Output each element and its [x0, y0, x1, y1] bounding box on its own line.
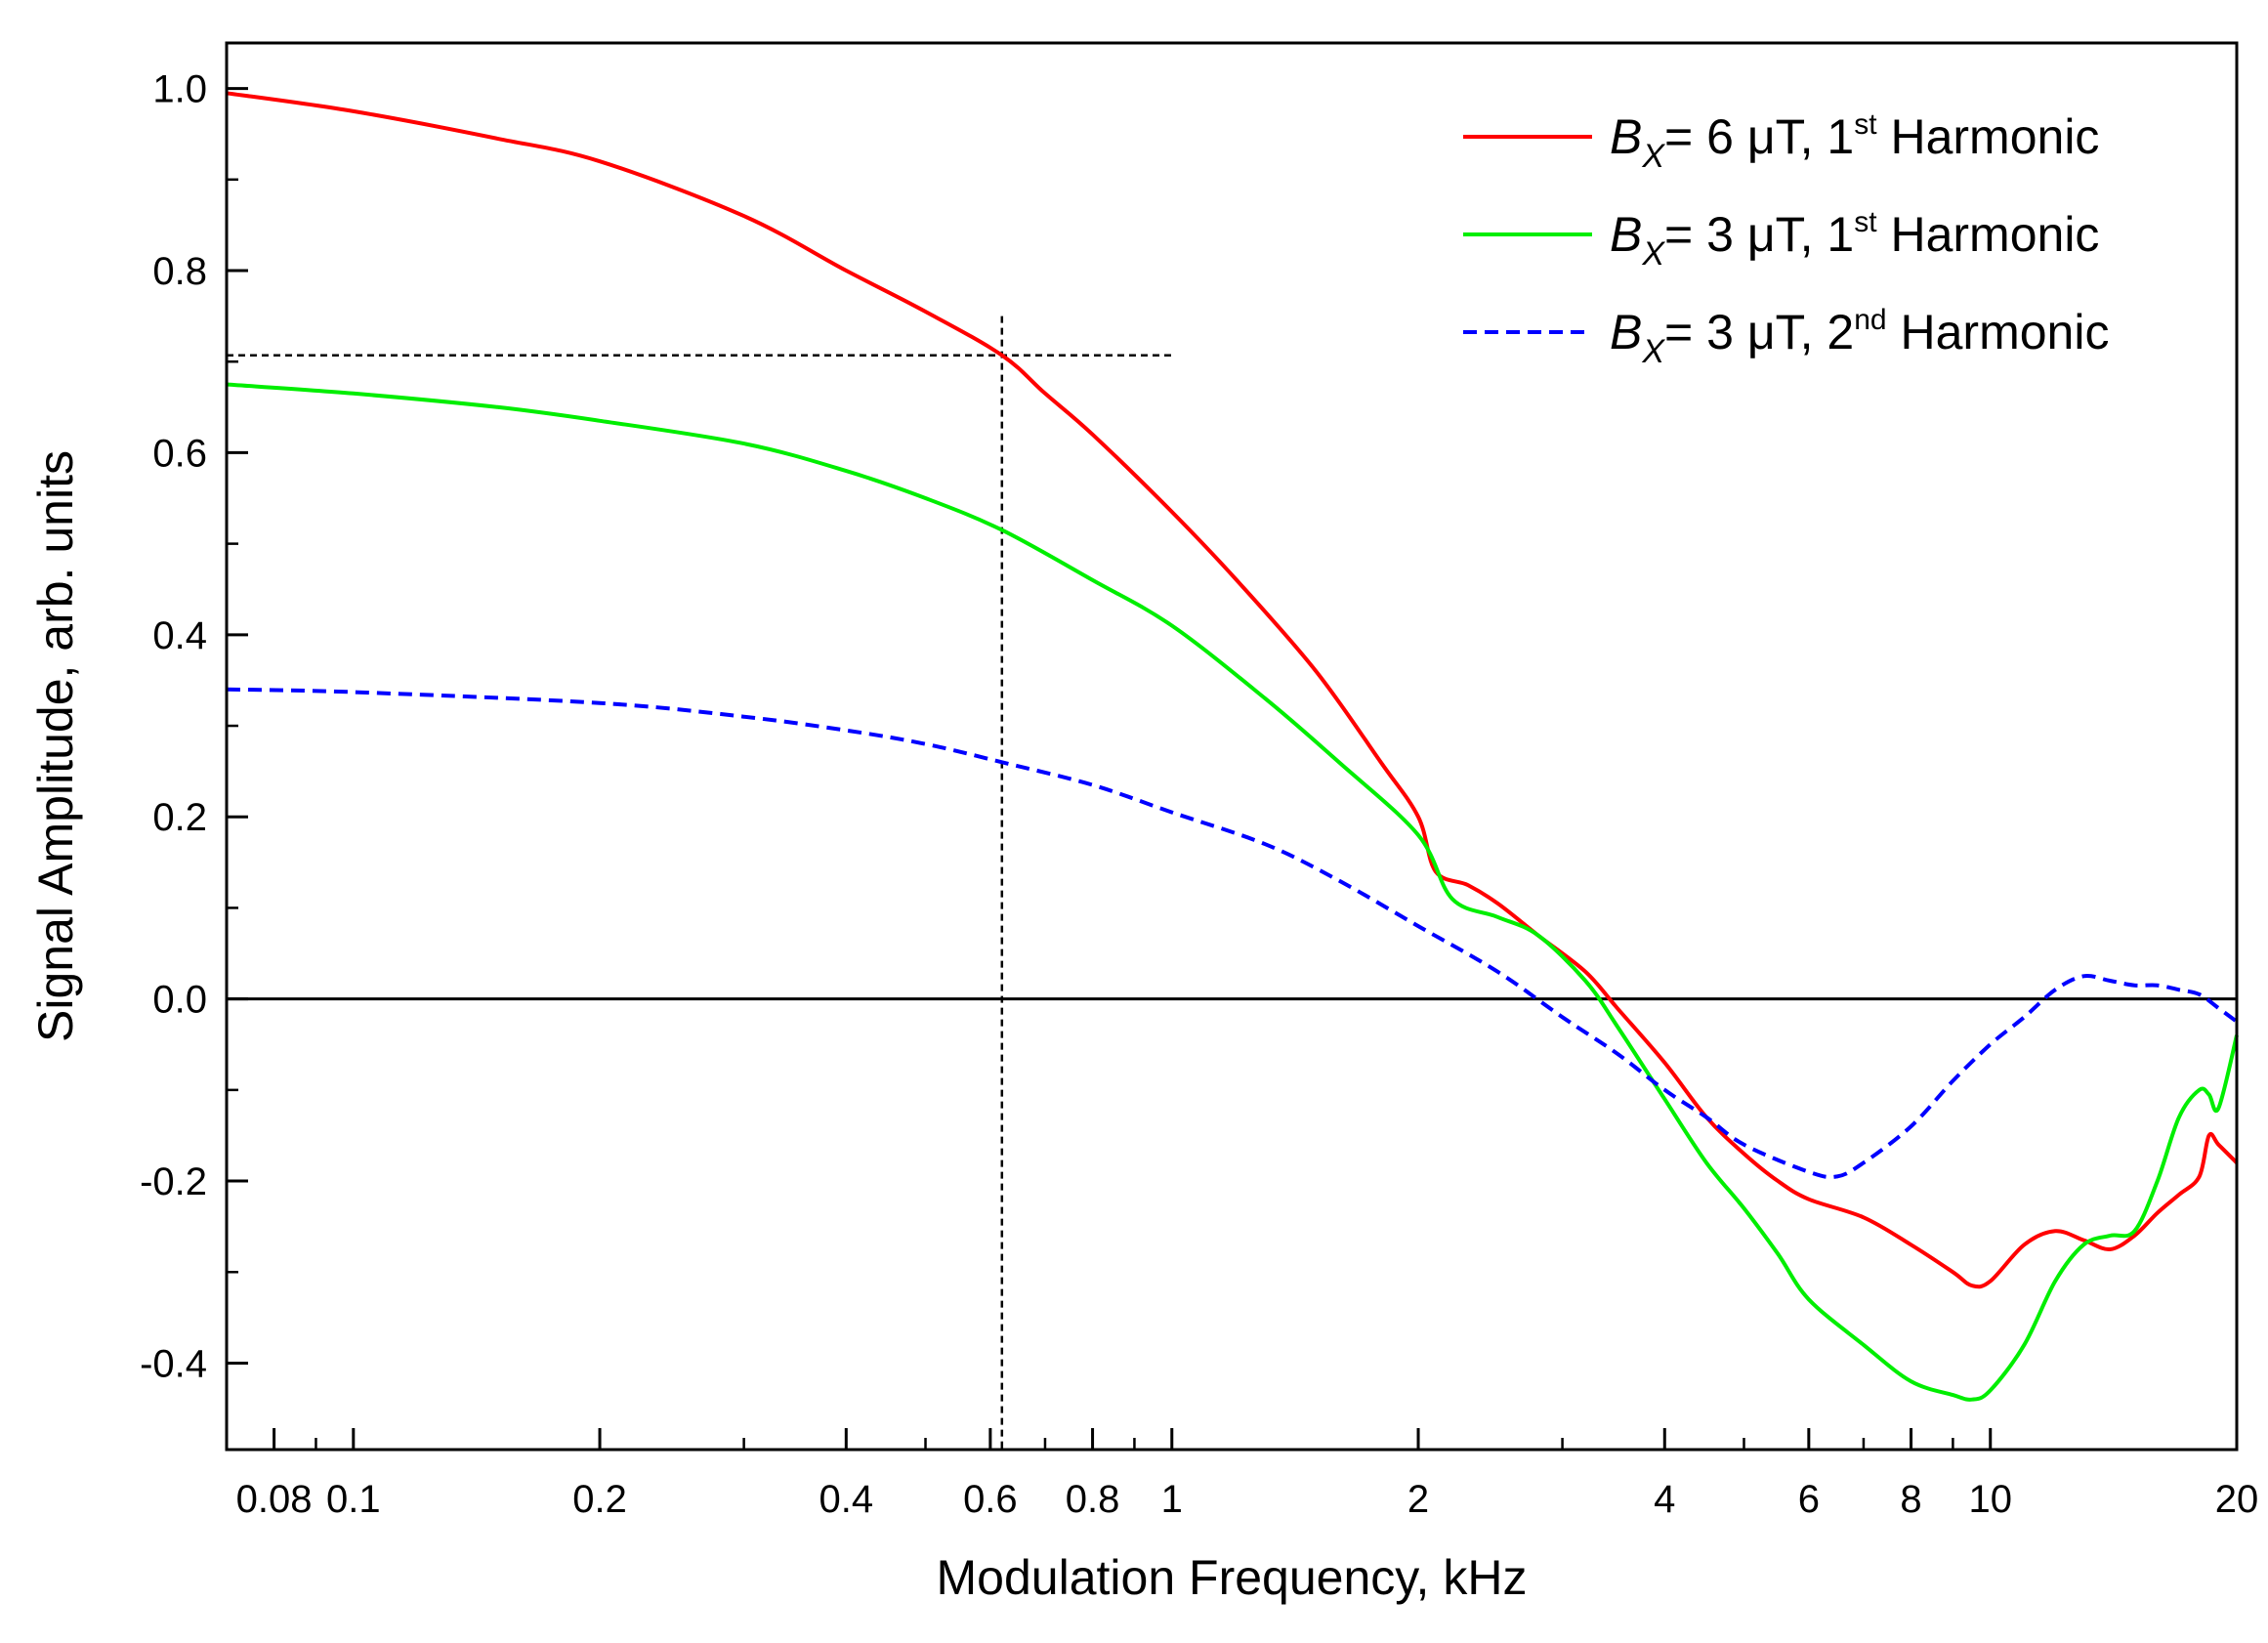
series-green-3ut-1st-harmonic: [226, 382, 2239, 1402]
x-tick-label: 20: [2215, 1478, 2259, 1521]
legend: BX= 6 μT, 1st Harmonic BX= 3 μT, 1st Harm…: [1463, 108, 2109, 370]
x-tick-label: 0.8: [1066, 1478, 1120, 1521]
y-tick-label: 0.4: [152, 614, 207, 657]
y-tick-label: -0.2: [140, 1160, 207, 1203]
y-tick-label: 0.6: [152, 432, 207, 475]
series-group: [226, 91, 2239, 1402]
y-tick-label: -0.4: [140, 1342, 207, 1385]
x-tick-label: 10: [1968, 1478, 2012, 1521]
x-tick-label: 4: [1654, 1478, 1675, 1521]
y-tick-label: 1.0: [152, 68, 207, 111]
series-red-6ut-1st-harmonic: [226, 91, 2239, 1289]
plot-frame: [225, 41, 2239, 1452]
x-tick-label: 0.08: [236, 1478, 313, 1521]
x-tick-label: 0.6: [963, 1478, 1018, 1521]
y-tick-label: 0.8: [152, 250, 207, 293]
legend-label: BX= 3 μT, 2nd Harmonic: [1610, 304, 2109, 370]
x-tick-label: 0.1: [326, 1478, 381, 1521]
x-tick-label: 2: [1407, 1478, 1429, 1521]
legend-label: BX= 3 μT, 1st Harmonic: [1610, 206, 2099, 273]
x-axis-title: Modulation Frequency, kHz: [937, 1550, 1528, 1605]
x-tick-label: 1: [1161, 1478, 1183, 1521]
y-axis-title: Signal Amplitude, arb. units: [28, 450, 83, 1042]
x-axis-ticks: 0.08 0.1 0.2 0.4 0.6 0.8 1 2 4 6 8 10 20: [225, 1428, 2259, 1521]
reference-lines-group: [227, 316, 1172, 1450]
legend-label: BX= 6 μT, 1st Harmonic: [1610, 108, 2099, 175]
series-blue-3ut-2nd-harmonic: [226, 687, 2239, 1180]
y-tick-label: 0.0: [152, 979, 207, 1022]
y-axis-ticks: 1.0 0.8 0.6 0.4 0.2 0.0 -0.2 -0.4: [140, 68, 248, 1385]
x-tick-label: 0.4: [819, 1478, 874, 1521]
x-tick-label: 8: [1900, 1478, 1921, 1521]
x-tick-label: 6: [1798, 1478, 1820, 1521]
y-tick-label: 0.2: [152, 796, 207, 839]
x-tick-label: 0.2: [572, 1478, 627, 1521]
